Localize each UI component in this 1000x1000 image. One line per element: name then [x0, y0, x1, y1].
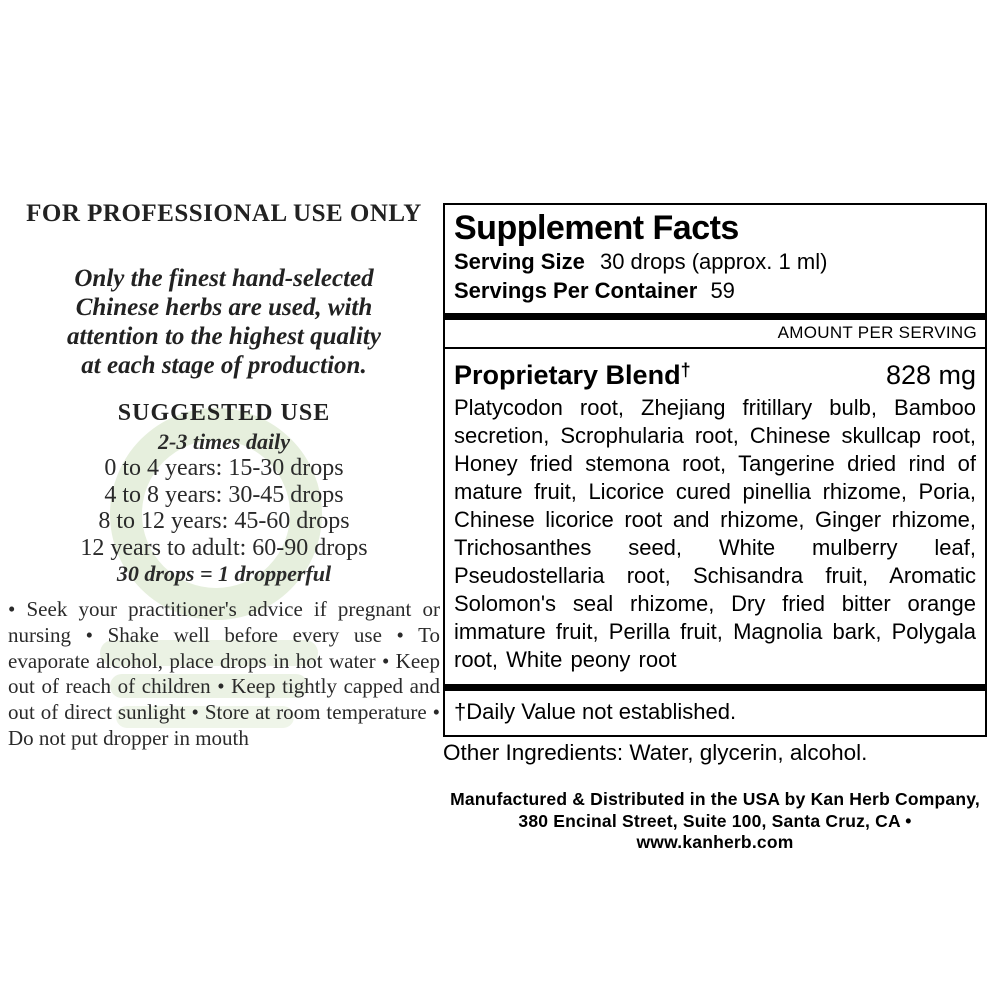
dosing-line: 12 years to adult: 60-90 drops — [80, 534, 368, 561]
supplement-facts-panel: Supplement Facts Serving Size 30 drops (… — [443, 203, 987, 737]
proprietary-blend-amount: 828 mg — [885, 360, 976, 390]
serving-size-line: Serving Size 30 drops (approx. 1 ml) — [454, 247, 976, 276]
precautions-text: • Seek your practitioner's advice if pre… — [8, 597, 440, 750]
manufacturer-info: Manufactured & Distributed in the USA by… — [440, 789, 990, 854]
dagger-symbol: † — [680, 360, 691, 380]
thick-divider — [445, 313, 985, 320]
servings-per-container-line: Servings Per Container 59 — [454, 276, 976, 305]
quality-statement: Only the finest hand-selected Chinese he… — [8, 264, 440, 380]
proprietary-blend-name: Proprietary Blend — [454, 360, 681, 390]
proprietary-blend-row: Proprietary Blend† 828 mg — [454, 353, 976, 392]
manufacturer-line1: Manufactured & Distributed in the USA by… — [450, 789, 980, 809]
supplement-facts-title: Supplement Facts — [454, 209, 739, 247]
thin-divider — [445, 347, 985, 349]
servings-per-container-label: Servings Per Container — [454, 278, 698, 303]
daily-value-footnote: †Daily Value not established. — [454, 699, 737, 724]
quality-line: Only the finest hand-selected — [74, 265, 374, 292]
quality-line: attention to the highest quality — [67, 323, 381, 350]
supplement-facts-header: Supplement Facts Serving Size 30 drops (… — [445, 205, 985, 313]
frequency-line: 2-3 times daily — [158, 429, 290, 454]
other-ingredients-line: Other Ingredients: Water, glycerin, alco… — [443, 740, 868, 765]
quality-line: at each stage of production. — [81, 352, 367, 379]
thick-divider — [445, 684, 985, 691]
dosing-line: 8 to 12 years: 45-60 drops — [98, 508, 350, 534]
dosing-line: 0 to 4 years: 15-30 drops — [104, 455, 344, 481]
amount-per-serving-header: AMOUNT PER SERVING — [777, 323, 977, 342]
servings-per-container-value: 59 — [710, 278, 735, 303]
proprietary-blend-section: Proprietary Blend† 828 mg Platycodon roo… — [445, 349, 985, 684]
left-column: FOR PROFESSIONAL USE ONLY Only the fines… — [8, 200, 440, 752]
professional-use-heading: FOR PROFESSIONAL USE ONLY — [26, 200, 422, 227]
enso-watermark-icon — [100, 408, 322, 728]
suggested-use-heading: SUGGESTED USE — [117, 400, 331, 426]
serving-size-value: 30 drops (approx. 1 ml) — [599, 249, 828, 274]
blend-ingredients-list: Platycodon root, Zhejiang fritillary bul… — [454, 395, 976, 672]
dosing-line: 4 to 8 years: 30-45 drops — [104, 481, 344, 508]
serving-size-label: Serving Size — [454, 249, 585, 274]
manufacturer-line2: 380 Encinal Street, Suite 100, Santa Cru… — [518, 810, 912, 853]
dropperful-equivalence: 30 drops = 1 dropperful — [116, 561, 332, 586]
quality-line: Chinese herbs are used, with — [75, 294, 373, 321]
